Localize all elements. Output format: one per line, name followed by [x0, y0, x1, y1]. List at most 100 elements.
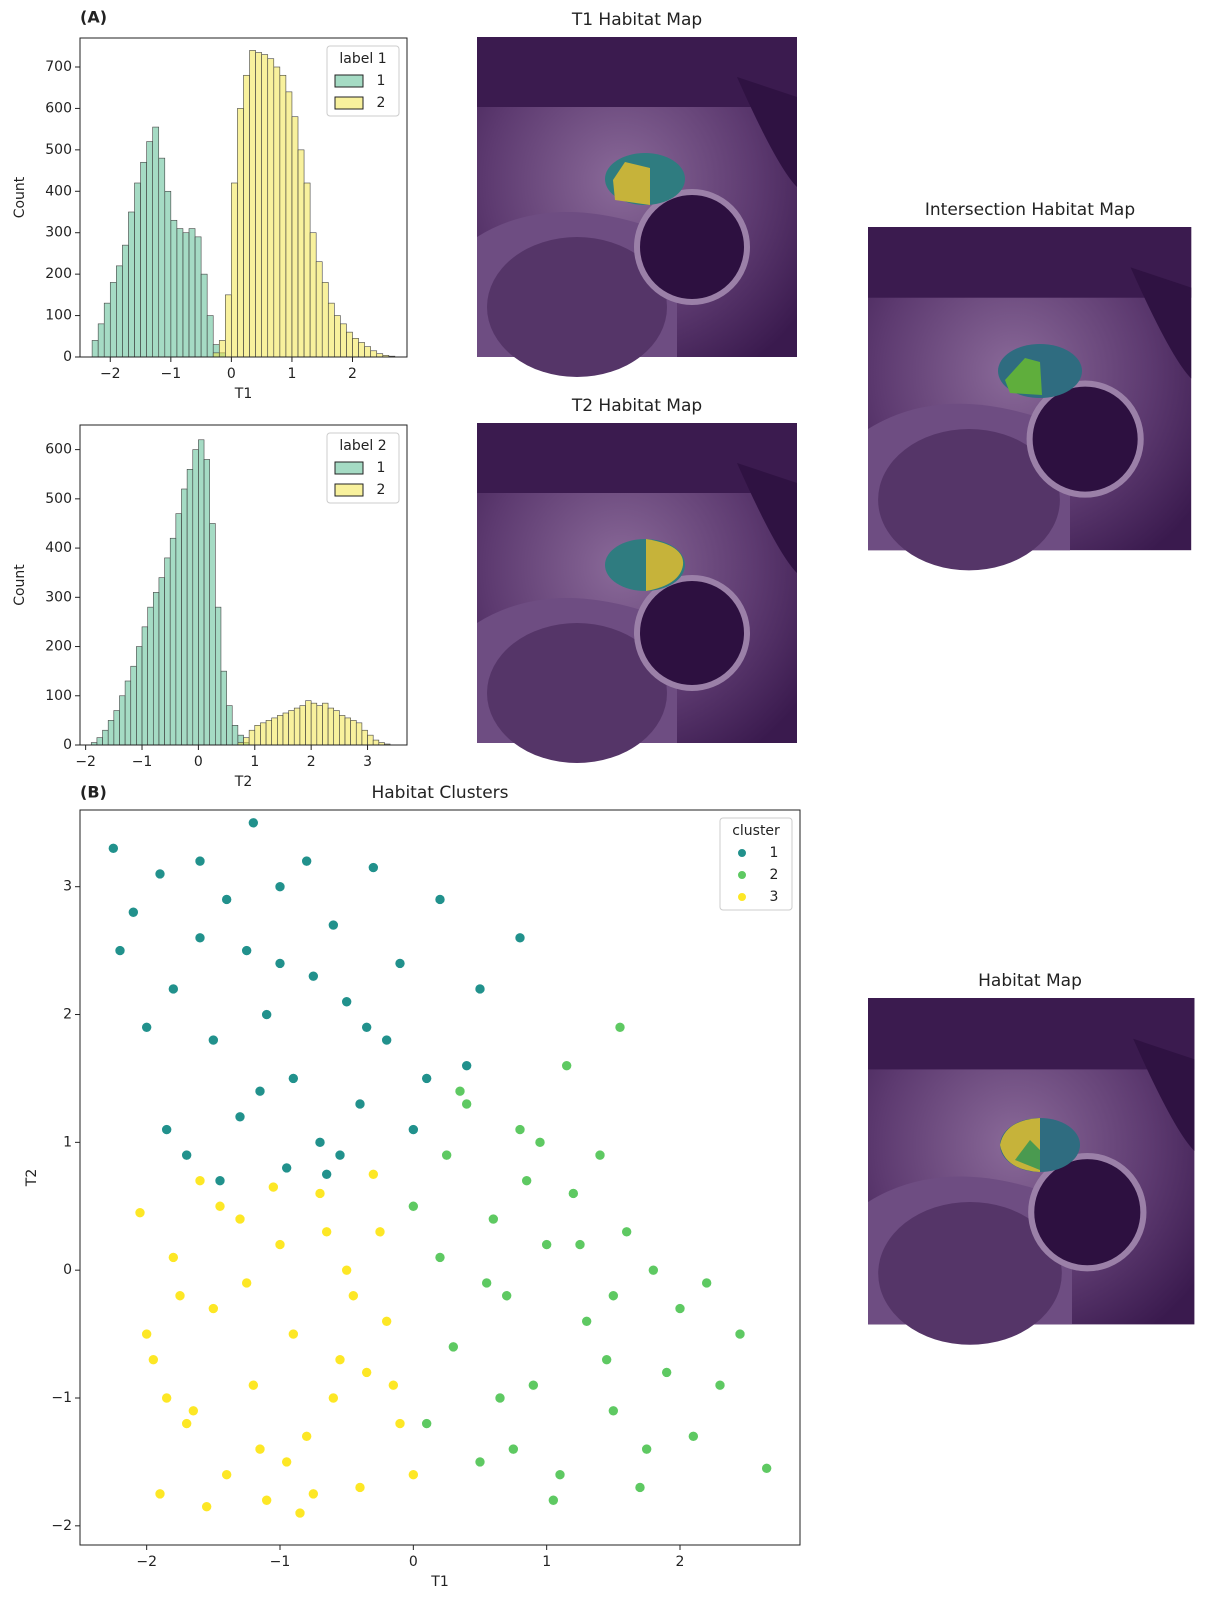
- y-tick-label: 400: [45, 183, 72, 199]
- bar: [164, 190, 172, 358]
- point: [221, 1469, 232, 1480]
- x-tick-label: 1: [542, 1554, 551, 1570]
- point: [634, 1482, 646, 1493]
- bar: [267, 58, 275, 358]
- y-tick-label: 400: [45, 540, 72, 556]
- legend-label: 2: [377, 482, 386, 498]
- point: [421, 1418, 432, 1429]
- bar: [339, 715, 346, 746]
- point: [394, 958, 406, 969]
- x-axis-label: T1: [430, 1574, 448, 1590]
- x-tick-label: −1: [132, 754, 153, 770]
- legend-title: label 2: [339, 438, 386, 454]
- y-tick-label: 600: [45, 442, 72, 458]
- point: [408, 1124, 419, 1135]
- bar: [103, 302, 111, 358]
- bar: [321, 282, 329, 358]
- legend-label: 2: [770, 867, 779, 883]
- image-title: Habitat Map: [978, 971, 1082, 991]
- point: [248, 1379, 259, 1391]
- point: [761, 1463, 772, 1474]
- point: [261, 1494, 272, 1506]
- point: [381, 1034, 392, 1046]
- point: [141, 1328, 152, 1340]
- point: [548, 1494, 559, 1506]
- point: [128, 906, 139, 918]
- y-axis-label: Count: [12, 564, 28, 606]
- point: [134, 1207, 146, 1218]
- y-tick-label: 0: [63, 349, 72, 365]
- bar: [146, 141, 153, 358]
- bar: [297, 149, 305, 358]
- point: [108, 843, 119, 854]
- point: [281, 1162, 292, 1174]
- point: [154, 1488, 166, 1500]
- point: [194, 855, 206, 867]
- legend-label: 2: [377, 95, 386, 111]
- image-panel: T1 Habitat Map: [477, 10, 797, 377]
- bar: [243, 737, 250, 746]
- point: [488, 1213, 499, 1225]
- point: [608, 1405, 619, 1417]
- point: [274, 958, 286, 969]
- point: [441, 1149, 452, 1161]
- point: [248, 817, 259, 829]
- bar: [194, 236, 202, 358]
- point: [648, 1264, 659, 1276]
- y-tick-label: −1: [51, 1390, 72, 1406]
- bar: [237, 108, 244, 358]
- bar: [97, 323, 105, 358]
- bar: [122, 244, 129, 358]
- bar: [164, 557, 171, 746]
- point: [388, 1379, 399, 1391]
- point: [181, 1149, 192, 1161]
- point: [174, 1290, 186, 1302]
- bar: [141, 626, 148, 746]
- bar: [109, 282, 117, 358]
- bar: [372, 739, 380, 746]
- bar: [119, 695, 126, 746]
- point: [501, 1290, 512, 1302]
- bar: [116, 265, 123, 358]
- point: [361, 1022, 372, 1033]
- bar: [346, 331, 353, 358]
- point: [674, 1303, 686, 1314]
- bar: [370, 350, 378, 358]
- point: [334, 1354, 346, 1365]
- image-panel: Habitat Map: [868, 971, 1194, 1345]
- point: [361, 1367, 372, 1378]
- bar: [91, 340, 99, 358]
- y-tick-label: 500: [45, 142, 72, 158]
- bar: [182, 232, 190, 358]
- legend-label: 1: [377, 460, 386, 476]
- panel-label: (A): [80, 8, 107, 27]
- point: [368, 1169, 379, 1180]
- point: [234, 1111, 246, 1123]
- bar: [136, 646, 143, 746]
- image-title: Intersection Habitat Map: [925, 200, 1135, 220]
- point: [161, 1124, 172, 1135]
- bar: [226, 705, 233, 746]
- point: [594, 1149, 606, 1161]
- point: [141, 1022, 152, 1033]
- bar: [124, 680, 132, 746]
- bar: [364, 346, 371, 358]
- y-tick-label: 2: [63, 1007, 72, 1023]
- bar: [198, 439, 205, 746]
- point: [154, 868, 166, 880]
- bar: [203, 459, 210, 746]
- bar: [130, 665, 137, 746]
- x-axis-label: T1: [234, 386, 252, 402]
- point: [341, 996, 352, 1008]
- point: [521, 1175, 532, 1186]
- y-axis-label: T2: [24, 1169, 40, 1187]
- x-tick-label: 1: [287, 366, 296, 382]
- bar: [333, 710, 340, 746]
- point: [508, 1443, 519, 1455]
- bar: [220, 670, 227, 746]
- bar: [152, 592, 160, 746]
- y-axis-label: Count: [12, 176, 28, 218]
- point: [374, 1226, 386, 1238]
- y-tick-label: 600: [45, 100, 72, 116]
